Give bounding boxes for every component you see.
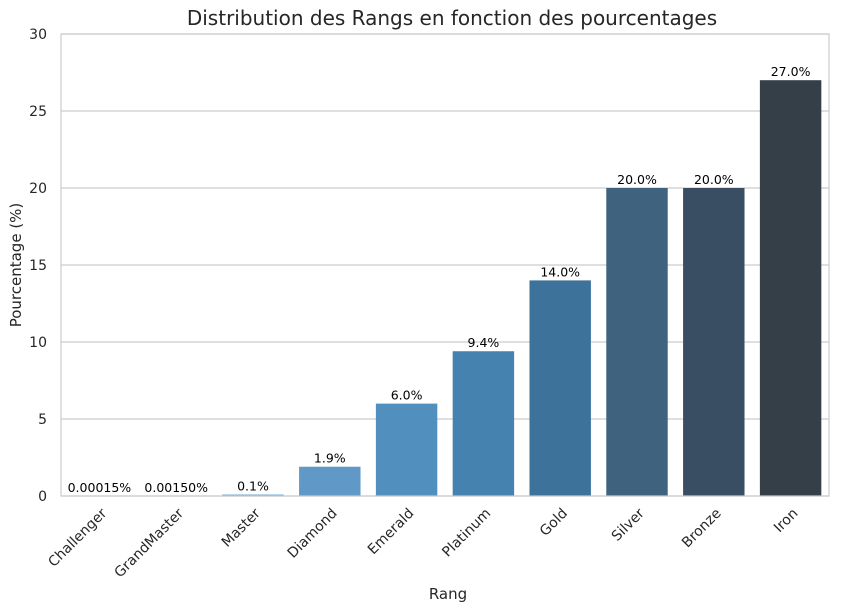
bar-value-label: 27.0% bbox=[771, 64, 811, 79]
y-axis-ticks: 0 5 10 15 20 25 30 bbox=[29, 27, 47, 505]
x-tick-label: GrandMaster bbox=[112, 505, 188, 581]
x-tick-label: Iron bbox=[771, 506, 801, 536]
x-tick-label: Gold bbox=[537, 506, 571, 540]
x-tick-label: Platinum bbox=[439, 506, 494, 561]
bar-value-label: 0.00150% bbox=[144, 480, 208, 495]
bar-value-label: 9.4% bbox=[468, 335, 500, 350]
x-tick-label: Challenger bbox=[45, 505, 110, 570]
bar-gold bbox=[529, 280, 591, 496]
plot-frame bbox=[60, 33, 830, 497]
y-tick-label: 20 bbox=[29, 181, 47, 197]
bar-emerald bbox=[375, 403, 438, 496]
y-tick-label: 25 bbox=[29, 104, 47, 120]
x-tick-label: Bronze bbox=[679, 506, 725, 552]
bar-diamond bbox=[299, 466, 361, 496]
x-tick-label: Emerald bbox=[365, 506, 417, 558]
bar-value-labels: 0.00015% 0.00150% 0.1% 1.9% 6.0% 9.4% 14.0% 20.… bbox=[68, 64, 811, 495]
x-axis-label: Rang bbox=[429, 585, 467, 603]
bar-value-label: 6.0% bbox=[391, 388, 423, 403]
chart-title: Distribution des Rangs en fonction des p… bbox=[187, 6, 717, 30]
y-tick-label: 10 bbox=[29, 335, 47, 351]
bar-value-label: 14.0% bbox=[540, 264, 580, 279]
bar-value-label: 20.0% bbox=[617, 172, 657, 187]
y-tick-label: 0 bbox=[38, 489, 47, 505]
bar-bronze bbox=[683, 188, 745, 496]
bar-iron bbox=[759, 80, 822, 496]
bar-platinum bbox=[452, 351, 515, 496]
bar-value-label: 0.00015% bbox=[68, 480, 132, 495]
bar-silver bbox=[606, 188, 668, 496]
x-tick-label: Silver bbox=[609, 505, 648, 544]
bar-value-label: 0.1% bbox=[237, 478, 269, 493]
bars bbox=[68, 80, 822, 496]
bar-value-label: 1.9% bbox=[314, 451, 346, 466]
y-tick-label: 30 bbox=[29, 27, 47, 43]
y-axis-label: Pourcentage (%) bbox=[7, 203, 25, 328]
y-tick-label: 15 bbox=[29, 258, 47, 274]
y-tick-label: 5 bbox=[38, 412, 47, 428]
bar-master bbox=[222, 494, 284, 496]
x-tick-label: Master bbox=[219, 505, 264, 550]
x-axis-ticks: Challenger GrandMaster Master Diamond Emeral… bbox=[45, 505, 801, 581]
bar-value-label: 20.0% bbox=[694, 172, 734, 187]
x-tick-label: Diamond bbox=[285, 506, 341, 562]
